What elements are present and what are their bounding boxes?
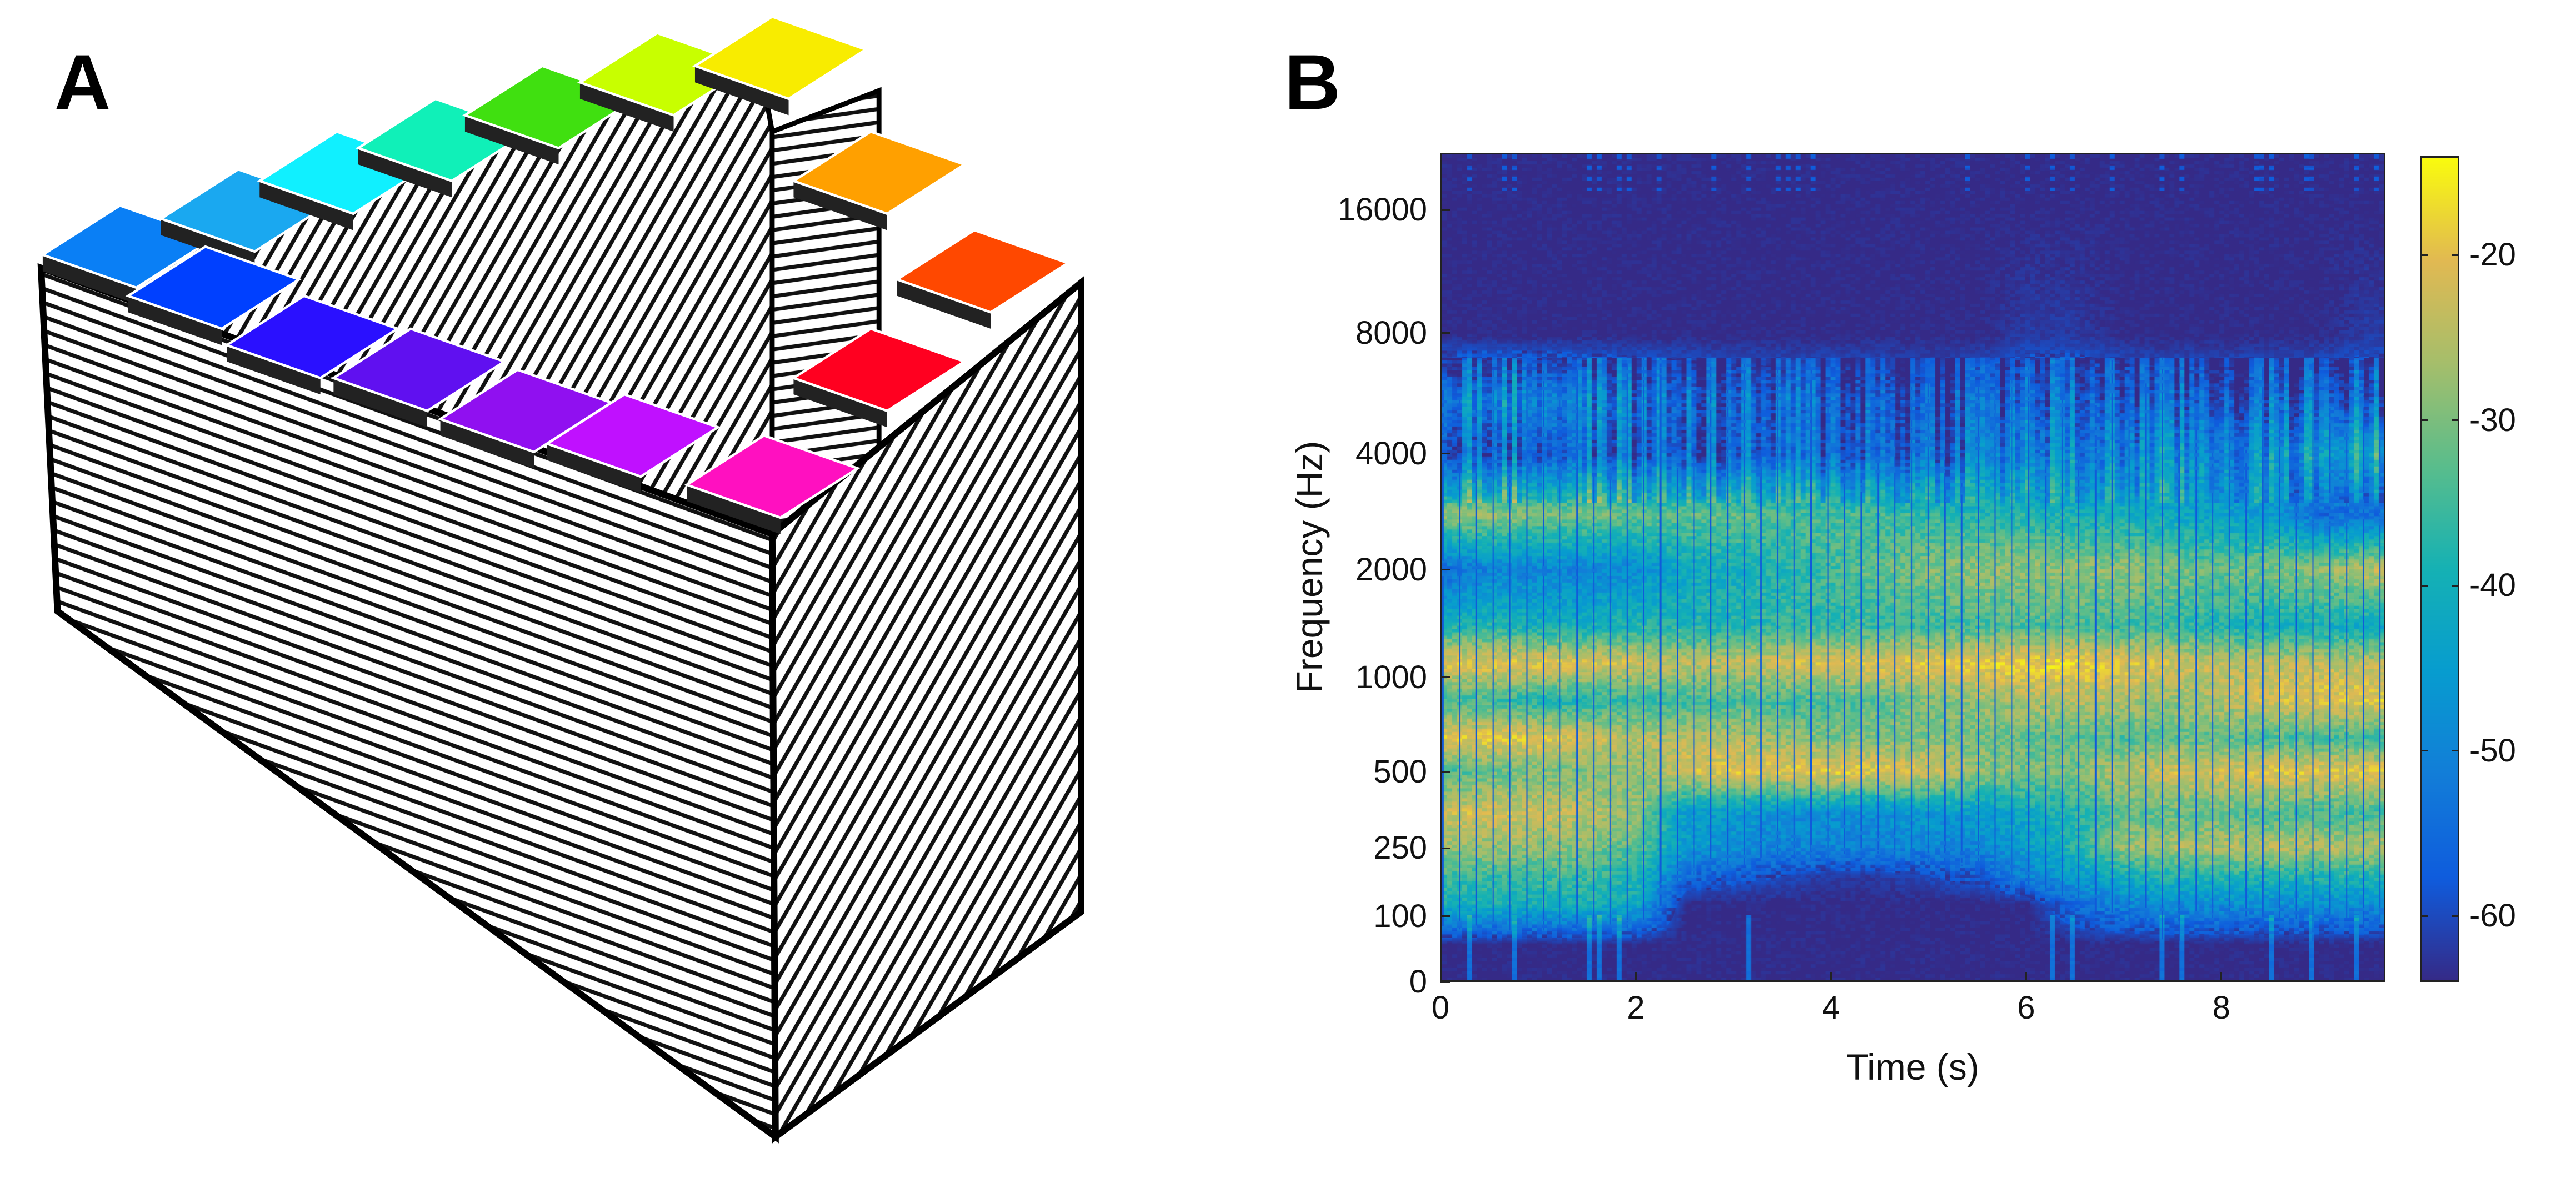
y-tick xyxy=(1440,453,1450,455)
colorbar-tick xyxy=(2452,419,2459,422)
colorbar-tick-label: -30 xyxy=(2469,402,2516,438)
step-tile xyxy=(544,393,721,478)
colorbar-tick-label: -60 xyxy=(2469,898,2516,934)
step-riser xyxy=(687,484,781,534)
penrose-staircase-illustration xyxy=(37,15,1084,1144)
panel-label-a: A xyxy=(54,38,111,126)
x-tick xyxy=(1634,972,1637,982)
colorbar-tick xyxy=(2420,254,2428,256)
colorbar-gradient xyxy=(2422,158,2458,980)
x-tick-label: 8 xyxy=(2212,990,2230,1026)
y-axis-title: Frequency (Hz) xyxy=(1289,440,1330,694)
y-tick xyxy=(1440,569,1450,571)
y-tick-label: 8000 xyxy=(1355,314,1427,351)
y-tick xyxy=(1440,332,1450,334)
y-tick xyxy=(1440,981,1450,983)
step-tile xyxy=(331,327,507,413)
step-tile xyxy=(791,327,968,413)
step-riser xyxy=(464,115,559,165)
x-tick xyxy=(1830,972,1832,982)
y-tick-label: 16000 xyxy=(1337,192,1427,228)
colorbar-tick xyxy=(2420,750,2428,752)
step-tile xyxy=(224,294,401,380)
y-tick xyxy=(1440,771,1450,773)
right-face xyxy=(769,275,1084,1144)
x-tick-label: 2 xyxy=(1627,990,1645,1026)
y-tick xyxy=(1440,915,1450,918)
y-tick xyxy=(1440,847,1450,849)
colorbar-tick xyxy=(2452,254,2459,256)
spectrogram-heatmap xyxy=(1442,154,2384,980)
step-tile xyxy=(894,228,1071,314)
x-tick xyxy=(1439,972,1442,982)
step-riser xyxy=(793,378,887,428)
step-riser xyxy=(793,181,887,230)
y-tick-label: 1000 xyxy=(1355,659,1427,695)
colorbar-tick xyxy=(2420,915,2428,917)
step-riser xyxy=(440,419,534,469)
step-riser xyxy=(547,443,641,493)
colorbar-tick xyxy=(2452,915,2459,917)
y-tick xyxy=(1440,209,1450,211)
step-tile xyxy=(692,15,869,101)
colorbar-tick xyxy=(2420,584,2428,587)
colorbar-tick xyxy=(2452,750,2459,752)
step-riser xyxy=(259,181,353,230)
panel-label-b: B xyxy=(1284,38,1341,126)
x-tick-label: 4 xyxy=(1822,990,1840,1026)
x-axis-title: Time (s) xyxy=(1846,1046,1979,1087)
step-riser xyxy=(358,148,452,198)
step-riser xyxy=(333,378,427,428)
x-tick xyxy=(2220,972,2223,982)
colorbar-tick-label: -50 xyxy=(2469,732,2516,769)
y-tick-label: 2000 xyxy=(1355,551,1427,588)
y-tick-label: 4000 xyxy=(1355,435,1427,472)
x-tick-label: 0 xyxy=(1431,990,1450,1026)
step-riser xyxy=(42,254,137,304)
x-tick-label: 6 xyxy=(2017,990,2035,1026)
step-tile xyxy=(125,245,302,330)
y-tick-label: 250 xyxy=(1373,830,1427,866)
step-riser xyxy=(227,345,321,395)
colorbar-tick xyxy=(2452,584,2459,587)
step-riser xyxy=(897,279,991,329)
y-tick-label: 0 xyxy=(1409,964,1427,1000)
colorbar-tick-label: -40 xyxy=(2469,567,2516,604)
step-riser xyxy=(579,82,674,132)
y-tick xyxy=(1440,676,1450,679)
step-tile xyxy=(684,434,861,519)
colored-steps xyxy=(39,15,1071,534)
y-tick-label: 500 xyxy=(1373,754,1427,790)
x-tick xyxy=(2025,972,2027,982)
y-tick-label: 100 xyxy=(1373,898,1427,934)
step-riser xyxy=(694,66,789,116)
colorbar-tick-label: -20 xyxy=(2469,237,2516,273)
colorbar xyxy=(2420,156,2459,982)
colorbar-tick xyxy=(2420,419,2428,422)
spectrogram-plot-area xyxy=(1440,153,2385,982)
step-tile xyxy=(791,130,968,215)
step-riser xyxy=(128,295,222,345)
